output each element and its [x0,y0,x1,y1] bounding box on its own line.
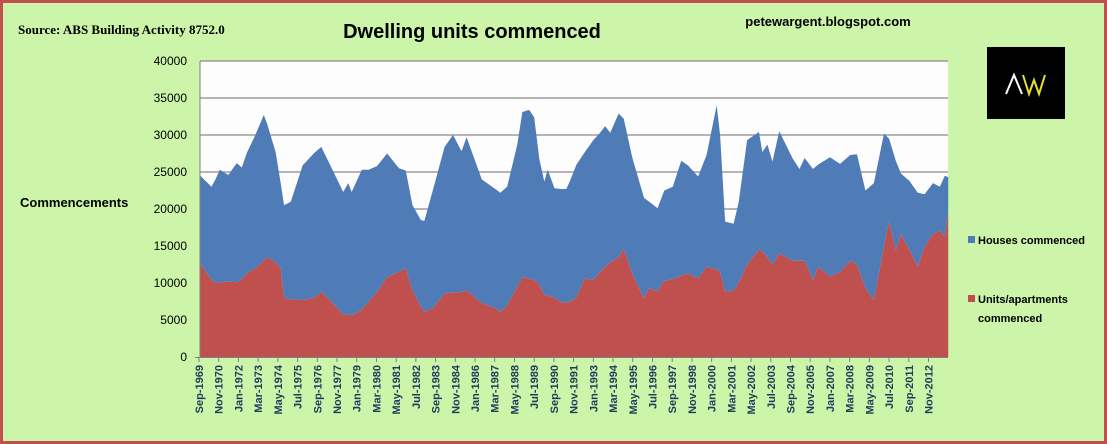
x-tick-label: Mar-1973 [253,365,265,413]
x-tick-label: May-1995 [628,365,640,415]
x-tick-label: Jan-1993 [588,365,600,412]
x-tick-label: Sep-1997 [667,365,679,413]
legend-swatch-units [968,295,975,302]
x-tick-label: May-1988 [509,365,521,415]
x-tick-label: Sep-1976 [312,365,324,413]
y-tick-label: 40000 [154,54,188,68]
blog-watermark: petewargent.blogspot.com [745,14,910,29]
x-tick-label: Mar-1994 [608,364,620,413]
area-units [199,211,949,357]
x-tick-label: Jul-1982 [411,365,423,409]
x-tick-label: Nov-1970 [214,365,226,414]
area-houses [199,105,949,316]
x-tick-label: Nov-2005 [805,365,817,414]
x-tick-label: Nov-1991 [569,365,581,414]
x-tick-label: Mar-2001 [726,365,738,413]
x-tick-label: May-1974 [273,364,285,414]
x-tick-label: Jul-1996 [647,365,659,409]
legend-label-units-2: commenced [978,313,1042,325]
x-tick-label: Jul-2010 [884,365,896,409]
x-tick-label: May-2002 [746,365,758,415]
legend-swatch-houses [968,236,975,243]
y-tick-label: 10000 [154,276,188,290]
x-tick-label: Jul-1989 [529,365,541,409]
x-tick-label: Nov-2012 [924,365,936,414]
x-tick-label: Nov-1998 [687,365,699,414]
x-tick-label: Mar-2008 [845,365,857,413]
x-tick-label: Jul-2003 [766,365,778,409]
x-tick-label: Sep-1990 [549,365,561,413]
x-tick-label: Jan-1986 [470,365,482,412]
x-tick-label: Jan-1979 [352,365,364,412]
x-tick-label: Jan-1972 [233,365,245,412]
y-tick-label: 30000 [154,128,188,142]
y-tick-label: 25000 [154,165,188,179]
x-tick-label: Sep-2004 [785,364,797,413]
y-tick-label: 0 [180,350,187,364]
legend-label-houses: Houses commenced [978,235,1085,247]
x-tick-label: May-2009 [864,365,876,415]
y-tick-label: 20000 [154,202,188,216]
x-tick-label: Mar-1987 [490,365,502,413]
source-note: Source: ABS Building Activity 8752.0 [18,22,225,37]
x-tick-label: Jan-2007 [825,365,837,412]
y-tick-label: 15000 [154,239,188,253]
aw-logo [987,47,1065,119]
y-axis-label: Commencements [20,195,128,210]
x-tick-label: May-1981 [391,365,403,415]
x-tick-label: Nov-1984 [450,364,462,414]
x-tick-label: Mar-1980 [371,365,383,413]
x-tick-label: Sep-1983 [431,365,443,413]
x-tick-label: Sep-1969 [194,365,206,413]
x-tick-label: Jul-1975 [293,365,305,409]
legend: Houses commenced Units/apartments commen… [968,235,1085,325]
chart-title: Dwelling units commenced [343,21,601,43]
x-tick-label: Jan-2000 [707,365,719,412]
x-tick-label: Sep-2011 [904,365,916,413]
y-tick-label: 5000 [160,313,187,327]
x-tick-label: Nov-1977 [332,365,344,414]
legend-label-units: Units/apartments [978,294,1068,306]
y-tick-label: 35000 [154,91,188,105]
